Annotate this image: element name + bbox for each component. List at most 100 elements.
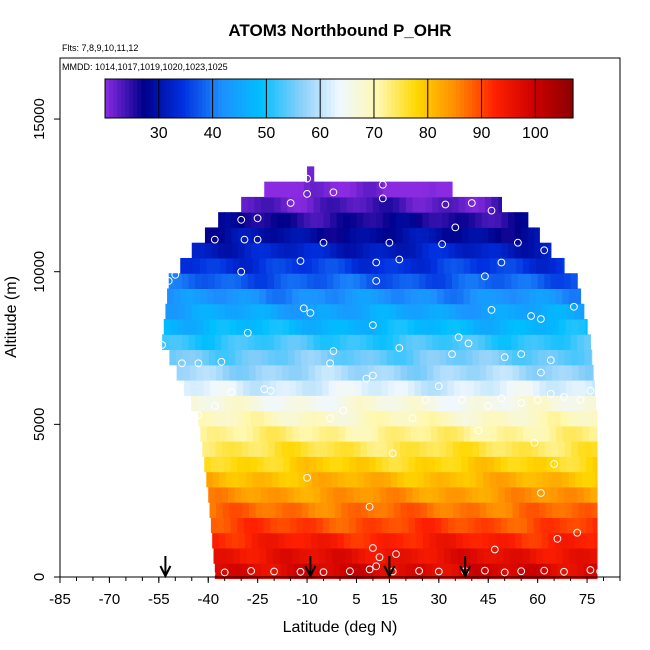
heatmap-cell (424, 257, 432, 274)
heatmap-cell (382, 212, 391, 228)
heatmap-cell (442, 410, 450, 427)
heatmap-cell (195, 334, 203, 351)
heatmap-cell (463, 257, 471, 274)
heatmap-cell (300, 196, 308, 213)
sample-point (303, 174, 312, 183)
heatmap-cell (316, 242, 325, 259)
heatmap-cell (388, 395, 396, 412)
heatmap-cell (402, 242, 410, 259)
heatmap-cell (379, 334, 387, 351)
heatmap-cell (438, 273, 447, 289)
heatmap-cell (499, 319, 507, 335)
heatmap-cell (564, 273, 572, 289)
heatmap-cell (534, 242, 542, 259)
heatmap-cell (307, 349, 315, 366)
heatmap-cell (396, 303, 404, 320)
heatmap-cell (369, 227, 377, 244)
heatmap-cell (372, 563, 381, 580)
heatmap-cell (519, 502, 527, 518)
heatmap-cell (394, 319, 402, 335)
heatmap-cell (202, 349, 210, 366)
heatmap-cell (514, 410, 522, 427)
heatmap-cell (428, 410, 437, 427)
heatmap-cell (394, 502, 402, 518)
x-tick-label: 5 (352, 591, 360, 608)
colorbar-segment (415, 79, 421, 118)
heatmap-cell (175, 273, 183, 289)
heatmap-cell (456, 288, 465, 305)
heatmap-cell (454, 517, 462, 534)
heatmap-cell (484, 196, 493, 213)
heatmap-cell (419, 273, 427, 289)
heatmap-cell (363, 303, 371, 320)
heatmap-cell (511, 273, 519, 289)
heatmap-cell (514, 227, 522, 244)
heatmap-cell (573, 456, 581, 473)
heatmap-cell (341, 380, 350, 396)
heatmap-cell (210, 395, 219, 412)
heatmap-cell (394, 380, 402, 396)
heatmap-cell (195, 349, 203, 366)
heatmap-cell (461, 395, 469, 412)
heatmap-cell (437, 288, 445, 305)
heatmap-cell (363, 242, 371, 259)
colorbar-segment (254, 79, 259, 118)
colorbar-segment (165, 79, 171, 118)
heatmap-cell (302, 380, 310, 396)
colorbar-segment (379, 79, 384, 118)
heatmap-cell (404, 548, 412, 564)
heatmap-cell (298, 257, 307, 274)
heatmap-cell (313, 273, 321, 289)
heatmap-cell (316, 410, 325, 427)
sample-point (243, 328, 252, 337)
heatmap-cell (392, 334, 400, 351)
heatmap-cell (219, 288, 227, 305)
heatmap-cell (384, 471, 392, 488)
heatmap-cell (399, 441, 408, 457)
sample-point (303, 473, 312, 482)
heatmap-cell (245, 532, 253, 549)
heatmap-cell (425, 196, 433, 213)
heatmap-cell (393, 441, 401, 457)
heatmap-cell (183, 319, 191, 335)
sample-point (372, 277, 381, 285)
heatmap-cell (248, 441, 256, 457)
colorbar-segment (322, 79, 328, 118)
heatmap-cell (332, 548, 340, 564)
heatmap-cell (307, 196, 315, 213)
heatmap-cell (587, 410, 595, 427)
heatmap-cell (395, 456, 403, 473)
heatmap-cell (262, 319, 270, 335)
heatmap-cell (209, 364, 217, 381)
sample-point (375, 553, 384, 562)
sample-point (500, 568, 509, 577)
dates-annotation: MMDD: 1014,1017,1019,1020,1023,1025 (62, 62, 228, 72)
sample-point (306, 309, 315, 317)
heatmap-cell (224, 517, 232, 534)
heatmap-cell (281, 349, 289, 366)
colorbar-segment (145, 79, 150, 118)
heatmap-cell (251, 532, 259, 549)
heatmap-cell (296, 395, 304, 412)
heatmap-cell (254, 486, 262, 503)
heatmap-cell (527, 242, 535, 259)
heatmap-cell (443, 288, 451, 305)
heatmap-cell (409, 303, 417, 320)
heatmap-cell (327, 349, 335, 366)
heatmap-cell (496, 288, 504, 305)
heatmap-cell (288, 364, 296, 381)
heatmap-cell (363, 181, 371, 198)
heatmap-cell (255, 349, 263, 366)
heatmap-cell (328, 502, 336, 518)
sample-point (207, 570, 216, 578)
heatmap-cell (297, 227, 305, 244)
heatmap-cell (526, 319, 534, 335)
heatmap-cell (208, 349, 217, 366)
heatmap-cell (590, 486, 598, 503)
heatmap-cell (443, 471, 451, 488)
heatmap-cell (461, 456, 469, 473)
colorbar-segment (213, 79, 219, 118)
heatmap-cell (284, 303, 292, 320)
heatmap-cell (204, 410, 213, 427)
heatmap-cell (381, 319, 389, 335)
